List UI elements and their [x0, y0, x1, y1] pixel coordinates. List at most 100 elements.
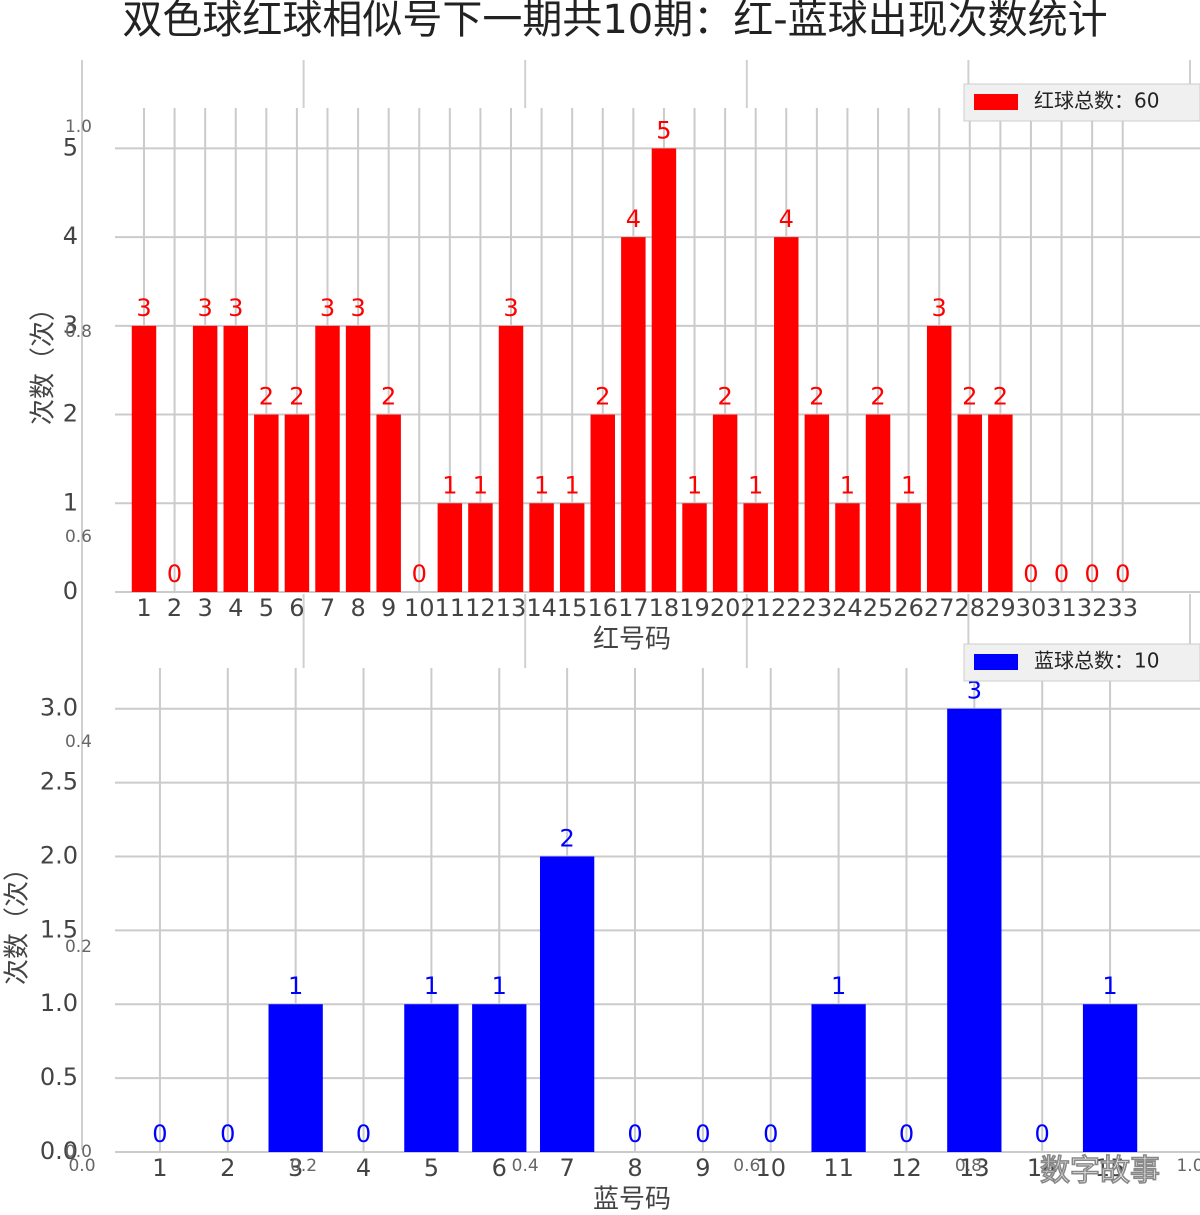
x-tick-label: 12: [891, 1154, 922, 1182]
x-tick-label: 7: [320, 594, 335, 622]
data-label: 1: [492, 972, 507, 1000]
x-tick-label: 14: [526, 594, 557, 622]
ghost-x-tick-label: 0.8: [955, 1156, 982, 1176]
bar: [865, 414, 891, 592]
x-tick-label: 9: [381, 594, 396, 622]
bar: [284, 414, 310, 592]
bar: [651, 148, 677, 593]
x-tick-label: 8: [350, 594, 365, 622]
x-tick-label: 27: [924, 594, 955, 622]
data-label: 0: [1054, 560, 1069, 588]
bar: [590, 414, 615, 592]
watermark: 数字故事: [1040, 1154, 1160, 1189]
ghost-x-tick-label: 0.0: [68, 1156, 95, 1176]
bar: [947, 708, 1002, 1152]
data-label: 2: [993, 383, 1008, 411]
ghost-x-tick-label: 0.6: [733, 1156, 760, 1176]
x-tick-label: 3: [198, 594, 213, 622]
x-tick-label: 18: [649, 594, 680, 622]
x-tick-label: 3: [288, 1154, 303, 1182]
x-tick-label: 22: [771, 594, 802, 622]
bar: [268, 1004, 323, 1152]
data-label: 0: [627, 1120, 642, 1148]
ghost-y-tick-label: 0.4: [65, 732, 92, 752]
x-tick-label: 8: [627, 1154, 642, 1182]
x-tick-label: 2: [220, 1154, 235, 1182]
legend-label: 蓝球总数：10: [1034, 649, 1159, 673]
data-label: 0: [356, 1120, 371, 1148]
data-label: 1: [831, 972, 846, 1000]
data-label: 2: [559, 824, 574, 852]
bar: [437, 503, 463, 592]
bar: [957, 414, 983, 592]
data-label: 1: [687, 471, 702, 499]
data-label: 1: [424, 972, 439, 1000]
bar: [774, 237, 799, 593]
bar: [472, 1004, 527, 1152]
x-tick-label: 2: [167, 594, 182, 622]
x-tick-label: 9: [695, 1154, 710, 1182]
bar: [926, 325, 952, 592]
y-tick-label: 2: [63, 400, 78, 428]
y-tick-label: 0: [63, 577, 78, 605]
x-tick-label: 31: [1046, 594, 1077, 622]
bar: [192, 325, 218, 592]
y-tick-label: 4: [63, 222, 78, 250]
data-label: 1: [473, 471, 488, 499]
data-label: 3: [350, 294, 365, 322]
x-tick-label: 16: [587, 594, 618, 622]
x-tick-label: 15: [557, 594, 588, 622]
x-tick-label: 5: [424, 1154, 439, 1182]
data-label: 2: [717, 383, 732, 411]
bar: [621, 237, 646, 593]
bar: [988, 414, 1013, 592]
ghost-y-tick-label: 0.6: [65, 527, 92, 547]
data-label: 0: [1084, 560, 1099, 588]
ghost-x-tick-label: 0.4: [512, 1156, 539, 1176]
x-tick-label: 21: [740, 594, 771, 622]
ghost-y-tick-label: 0.2: [65, 937, 92, 957]
ghost-x-tick-label: 0.2: [290, 1156, 317, 1176]
x-tick-label: 32: [1077, 594, 1108, 622]
legend-label: 红球总数：60: [1034, 89, 1159, 113]
x-tick-label: 5: [259, 594, 274, 622]
bar: [682, 503, 707, 592]
data-label: 3: [228, 294, 243, 322]
bar: [315, 325, 340, 592]
data-label: 1: [901, 471, 916, 499]
bar: [559, 503, 585, 592]
y-tick-label: 3.0: [40, 694, 78, 722]
data-label: 1: [288, 972, 303, 1000]
data-label: 4: [779, 205, 794, 233]
x-axis-label: 红号码: [593, 625, 671, 655]
data-label: 0: [763, 1120, 778, 1148]
y-tick-label: 1.5: [40, 915, 78, 943]
bar: [223, 325, 248, 592]
data-label: 0: [695, 1120, 710, 1148]
y-axis-label: 次数（次）: [29, 295, 59, 425]
figure-title: 双色球红球相似号下一期共10期：红-蓝球出现次数统计: [122, 0, 1107, 43]
x-tick-label: 4: [356, 1154, 371, 1182]
bar: [468, 503, 493, 592]
ghost-y-tick-label: 0.0: [65, 1142, 92, 1162]
data-label: 1: [442, 471, 457, 499]
data-label: 1: [748, 471, 763, 499]
x-tick-label: 29: [985, 594, 1016, 622]
x-tick-label: 1: [152, 1154, 167, 1182]
data-label: 3: [932, 294, 947, 322]
data-label: 0: [1023, 560, 1038, 588]
data-label: 1: [1102, 972, 1117, 1000]
x-tick-label: 20: [710, 594, 741, 622]
x-tick-label: 13: [496, 594, 527, 622]
x-tick-label: 7: [559, 1154, 574, 1182]
x-tick-label: 24: [832, 594, 863, 622]
y-tick-label: 3: [63, 311, 78, 339]
y-tick-label: 1: [63, 488, 78, 516]
x-axis-label: 蓝号码: [593, 1185, 671, 1215]
y-tick-label: 0.5: [40, 1063, 78, 1091]
data-label: 2: [809, 383, 824, 411]
x-tick-label: 1: [136, 594, 151, 622]
bar: [376, 414, 401, 592]
bar: [345, 325, 371, 592]
